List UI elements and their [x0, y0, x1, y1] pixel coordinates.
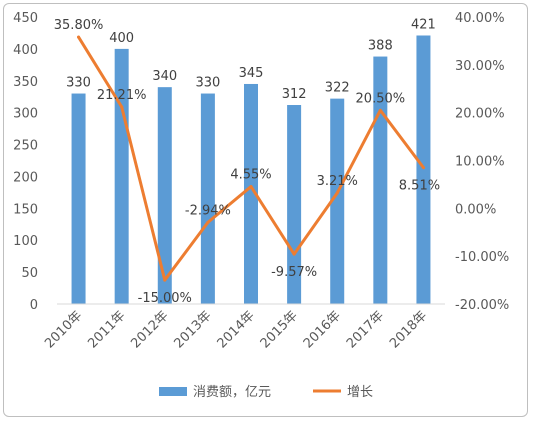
y-left-tick-label: 300 [13, 107, 38, 122]
x-tick-label: 2010年 [42, 308, 85, 351]
line-point [206, 220, 210, 224]
y-right-tick-label: -20.00% [455, 298, 509, 313]
x-tick-label: 2017年 [344, 308, 387, 351]
x-tick-label: 2014年 [215, 308, 258, 351]
bar-value-label: 340 [152, 69, 177, 84]
y-left-tick-label: 450 [13, 11, 38, 26]
line-point [163, 278, 167, 282]
y-right-tick-label: -10.00% [455, 250, 509, 265]
growth-value-label: -9.57% [271, 265, 317, 280]
x-tick-label: 2015年 [258, 308, 301, 351]
bar [157, 87, 172, 305]
y-left-tick-label: 0 [30, 298, 38, 313]
x-tick-label: 2016年 [301, 308, 344, 351]
bar-data-labels: 330 400 340 330 345 312 322 388 421 [66, 17, 436, 102]
bar-value-label: 400 [109, 31, 134, 46]
line-point [378, 108, 382, 112]
growth-value-label: 35.80% [54, 18, 104, 33]
legend-label-line: 增长 [347, 385, 373, 400]
growth-value-label: 8.51% [399, 179, 440, 194]
bar-value-label: 312 [282, 87, 307, 102]
growth-value-label: 21.21% [97, 88, 147, 103]
y-right-tick-label: 20.00% [455, 107, 505, 122]
x-axis: 2010年 2011年 2012年 2013年 2014年 2015年 2016年 2017年… [42, 303, 445, 351]
line-point [77, 35, 81, 39]
line-point [335, 191, 339, 195]
line-series [77, 35, 425, 282]
y-right-tick-label: 10.00% [455, 155, 505, 170]
bar [287, 105, 302, 304]
y-left-tick-label: 400 [13, 43, 38, 58]
line-point [249, 185, 253, 189]
right-axis: -20.00% -10.00% 0.00% 10.00% 20.00% 30.00% 40.… [455, 11, 509, 313]
growth-value-label: 3.21% [317, 174, 358, 189]
left-axis: 0 50 100 150 200 250 300 350 400 450 [13, 11, 38, 313]
x-tick-label: 2018年 [387, 308, 430, 351]
growth-value-label: 4.55% [230, 168, 271, 183]
y-left-tick-label: 200 [13, 170, 38, 185]
line-point [292, 252, 296, 256]
y-left-tick-label: 100 [13, 234, 38, 249]
x-tick-label: 2011年 [85, 308, 128, 351]
growth-value-label: -15.00% [138, 291, 192, 306]
growth-value-label: -2.94% [185, 203, 231, 218]
line-point [421, 166, 425, 170]
bar [244, 83, 258, 304]
y-left-tick-label: 50 [21, 266, 38, 281]
bar [71, 93, 86, 305]
bar [114, 48, 129, 305]
line-point [120, 105, 124, 109]
bar-value-label: 388 [368, 39, 393, 54]
y-right-tick-label: 0.00% [455, 202, 496, 217]
y-left-tick-label: 150 [13, 202, 38, 217]
bar-value-label: 330 [195, 76, 220, 91]
x-tick-label: 2013年 [172, 308, 215, 351]
growth-value-label: 20.50% [356, 91, 406, 106]
y-left-tick-label: 250 [13, 139, 38, 154]
x-tick-label: 2012年 [128, 308, 171, 351]
bar-value-label: 421 [411, 17, 436, 32]
bar-value-label: 345 [239, 66, 264, 81]
legend-label-bar: 消费额，亿元 [193, 385, 271, 400]
line-data-labels: 35.80% 21.21% -15.00% -2.94% 4.55% -9.57% 3.21… [54, 18, 440, 306]
y-right-tick-label: 40.00% [455, 11, 505, 26]
bar [416, 35, 431, 305]
y-right-tick-label: 30.00% [455, 59, 505, 74]
bar-value-label: 322 [325, 81, 350, 96]
bar [330, 98, 345, 304]
bar-value-label: 330 [66, 76, 91, 91]
legend-swatch-bar [159, 387, 187, 396]
bar [200, 93, 215, 305]
legend: 消费额，亿元 增长 [159, 385, 373, 400]
y-left-tick-label: 350 [13, 75, 38, 90]
